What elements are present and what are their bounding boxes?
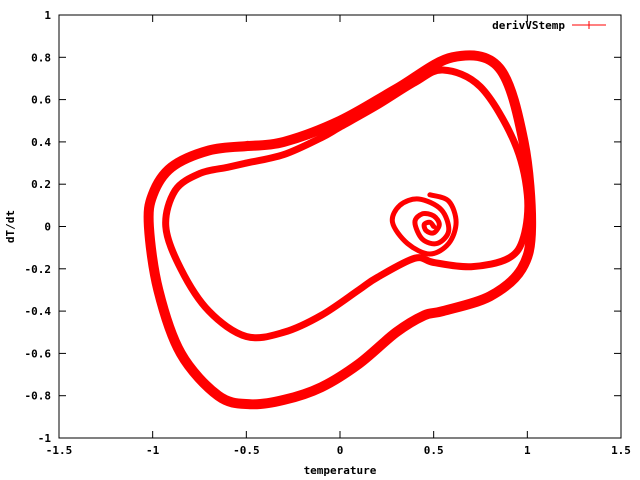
y-tick-label: 1: [44, 9, 51, 22]
y-tick-label: 0.6: [31, 94, 51, 107]
y-tick-label: -0.4: [25, 305, 52, 318]
y-tick-label: 0.4: [31, 136, 51, 149]
axis-ticks: [58, 14, 622, 439]
x-axis-title: temperature: [304, 464, 377, 477]
outer-loop-line: [143, 50, 537, 410]
y-tick-label: 0.8: [31, 51, 51, 64]
y-tick-label: 0.2: [31, 178, 51, 191]
y-tick-label: -0.8: [25, 390, 52, 403]
x-tick-label: 1: [524, 444, 531, 457]
x-tick-label: 1.5: [611, 444, 631, 457]
series-layer: [143, 50, 537, 410]
x-tick-label: 0: [337, 444, 344, 457]
y-axis-title: dT/dt: [4, 210, 17, 243]
x-tick-label: -1: [146, 444, 160, 457]
legend-label: derivVStemp: [492, 19, 565, 32]
axis-tick-labels: -1.5 -1 -0.5 0 0.5 1 1.5-1-0.8-0.6-0.4-0.200.2…: [25, 9, 631, 457]
y-tick-label: 0: [44, 221, 51, 234]
y-tick-label: -0.6: [25, 347, 52, 360]
spiral-line: [389, 192, 459, 257]
legend: derivVStemp: [492, 19, 606, 32]
y-tick-label: -0.2: [25, 263, 52, 276]
inner-loop-line: [162, 66, 532, 342]
x-tick-label: -0.5: [233, 444, 260, 457]
x-tick-label: 0.5: [424, 444, 444, 457]
y-tick-label: -1: [38, 432, 52, 445]
x-tick-label: -1.5: [46, 444, 73, 457]
